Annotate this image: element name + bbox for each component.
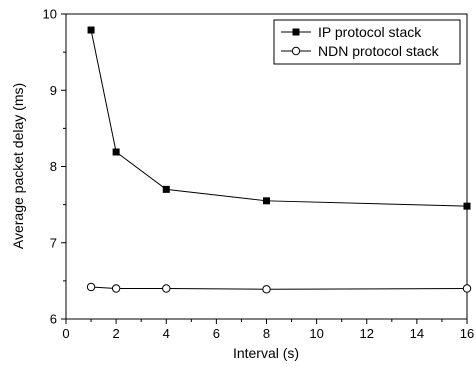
y-tick-label: 7	[50, 235, 57, 250]
data-point-square	[112, 148, 120, 156]
y-axis-label: Average packet delay (ms)	[10, 83, 26, 249]
legend-label-ip: IP protocol stack	[318, 24, 422, 40]
series-line-1	[91, 286, 468, 290]
x-tick-label: 0	[62, 326, 69, 341]
legend: IP protocol stack NDN protocol stack	[273, 19, 461, 65]
data-point-circle	[111, 284, 121, 293]
data-point-square	[263, 197, 270, 205]
y-tick-label: 6	[50, 312, 57, 327]
data-point-square	[463, 202, 471, 210]
x-tick-label: 14	[410, 326, 424, 341]
y-tick-label: 9	[50, 83, 57, 98]
legend-marker-ip	[292, 28, 300, 36]
data-point-circle	[86, 282, 96, 292]
y-tick-label: 8	[50, 159, 57, 174]
x-tick-label: 16	[460, 326, 474, 341]
data-point-square	[87, 26, 95, 34]
y-axis-ticks: 6 7 8 9 10	[43, 7, 66, 327]
x-tick-label: 8	[263, 326, 270, 341]
data-point-circle	[262, 285, 271, 294]
data-point-circle	[462, 284, 472, 293]
x-tick-label: 12	[360, 326, 374, 341]
x-tick-label: 4	[163, 326, 170, 341]
y-tick-label: 10	[43, 7, 57, 22]
x-tick-label: 6	[213, 326, 220, 341]
legend-box	[273, 19, 461, 65]
x-tick-label: 2	[113, 326, 120, 341]
series-layer	[86, 26, 472, 294]
legend-label-ndn: NDN protocol stack	[318, 43, 440, 59]
x-axis-label: Interval (s)	[233, 345, 299, 361]
data-point-circle	[162, 284, 171, 293]
legend-marker-ndn	[291, 46, 301, 56]
data-point-square	[162, 185, 170, 193]
x-tick-label: 10	[309, 326, 323, 341]
x-axis-ticks: 0 2 4 6 8 10 12 14 16	[62, 319, 474, 341]
